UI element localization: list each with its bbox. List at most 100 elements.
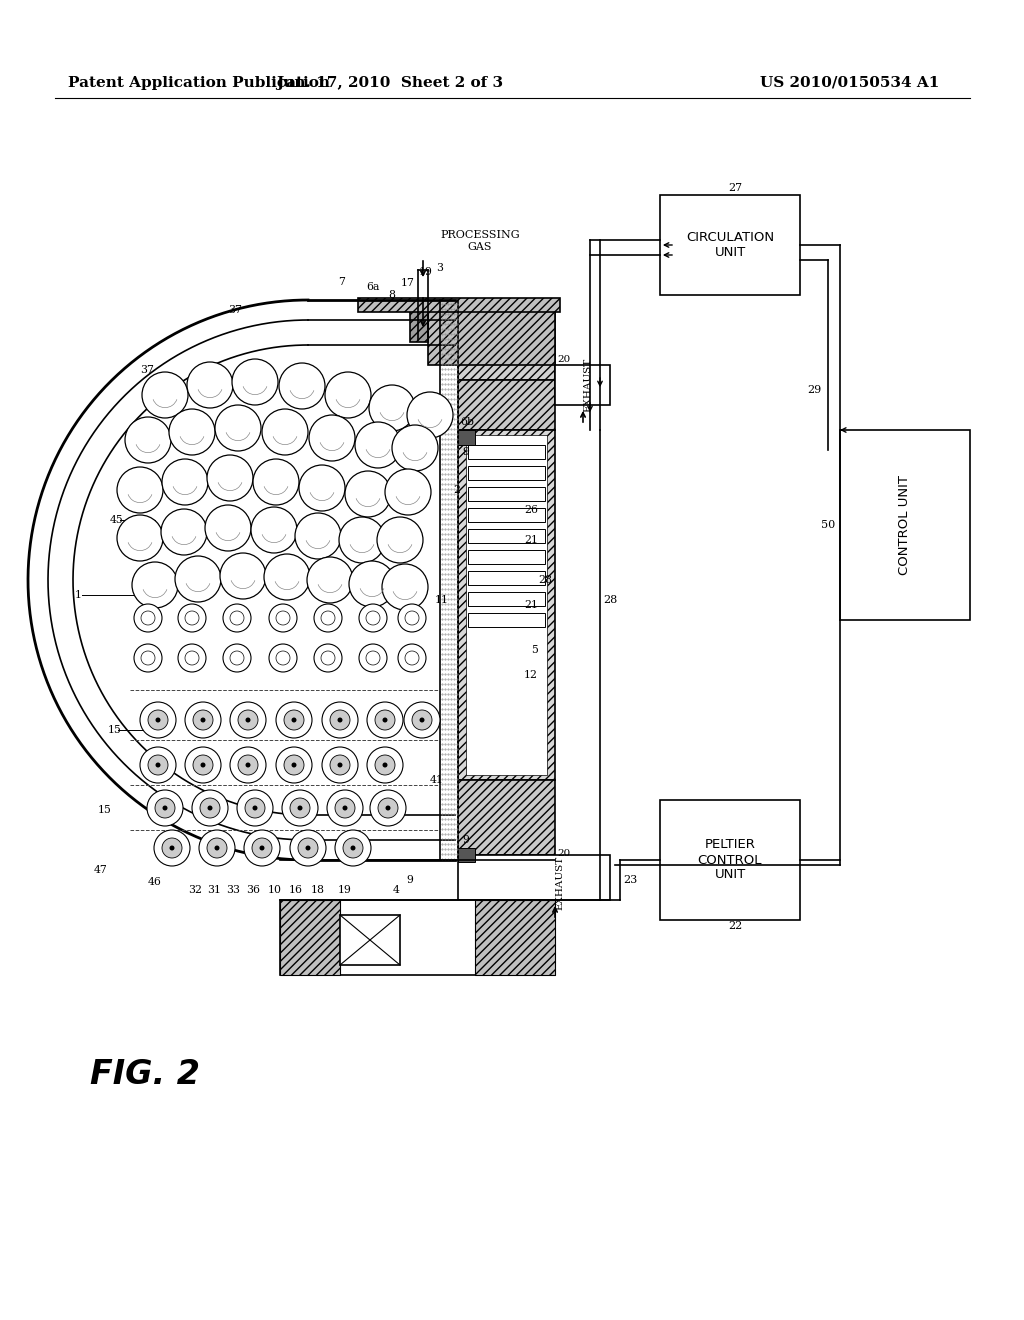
Text: 11: 11 <box>435 595 449 605</box>
Text: 6b: 6b <box>460 417 474 426</box>
Circle shape <box>230 747 266 783</box>
Circle shape <box>185 747 221 783</box>
Circle shape <box>201 718 206 722</box>
Circle shape <box>355 422 401 469</box>
Circle shape <box>214 846 219 850</box>
Text: 20: 20 <box>557 355 570 364</box>
Circle shape <box>193 789 228 826</box>
Circle shape <box>140 747 176 783</box>
Text: EXHAUST: EXHAUST <box>555 855 564 909</box>
Text: 28: 28 <box>538 576 552 585</box>
Text: 6a: 6a <box>367 282 380 292</box>
Text: 32: 32 <box>188 884 202 895</box>
Bar <box>555 366 610 405</box>
Text: 20: 20 <box>557 849 570 858</box>
Circle shape <box>155 799 175 818</box>
Bar <box>660 800 800 920</box>
Text: 19: 19 <box>419 267 433 277</box>
Bar <box>458 380 555 430</box>
Text: 33: 33 <box>226 884 240 895</box>
Bar <box>340 915 400 965</box>
Circle shape <box>215 405 261 451</box>
Circle shape <box>125 417 171 463</box>
Circle shape <box>322 702 358 738</box>
Circle shape <box>279 363 325 409</box>
Circle shape <box>359 644 387 672</box>
Text: 21: 21 <box>524 535 538 545</box>
Text: 23: 23 <box>623 875 637 884</box>
Circle shape <box>134 644 162 672</box>
Circle shape <box>284 755 304 775</box>
Circle shape <box>382 564 428 610</box>
Circle shape <box>259 846 264 850</box>
Bar <box>468 591 545 606</box>
Circle shape <box>378 799 398 818</box>
Circle shape <box>200 799 220 818</box>
Circle shape <box>245 799 265 818</box>
Bar <box>468 612 545 627</box>
Text: 16: 16 <box>289 884 303 895</box>
Text: Patent Application Publication: Patent Application Publication <box>68 77 330 90</box>
Circle shape <box>290 830 326 866</box>
Text: 22: 22 <box>728 921 742 931</box>
Circle shape <box>282 789 318 826</box>
Circle shape <box>140 702 176 738</box>
Circle shape <box>412 710 432 730</box>
Circle shape <box>299 465 345 511</box>
Circle shape <box>154 830 190 866</box>
Text: Jun. 17, 2010  Sheet 2 of 3: Jun. 17, 2010 Sheet 2 of 3 <box>276 77 504 90</box>
Circle shape <box>343 838 362 858</box>
Text: 7: 7 <box>338 277 345 286</box>
Circle shape <box>205 506 251 550</box>
Text: 5: 5 <box>531 645 538 655</box>
Circle shape <box>375 710 395 730</box>
Text: 41: 41 <box>430 775 443 785</box>
Circle shape <box>298 805 302 810</box>
Circle shape <box>244 830 280 866</box>
Text: CIRCULATION
UNIT: CIRCULATION UNIT <box>686 231 774 259</box>
Bar <box>458 430 555 780</box>
Circle shape <box>305 846 310 850</box>
Circle shape <box>392 425 438 471</box>
Bar <box>280 900 340 975</box>
Circle shape <box>385 469 431 515</box>
Bar <box>458 780 555 855</box>
Circle shape <box>292 763 297 767</box>
Bar <box>468 508 545 521</box>
Bar <box>280 900 555 975</box>
Circle shape <box>199 830 234 866</box>
Circle shape <box>232 359 278 405</box>
Circle shape <box>262 409 308 455</box>
Text: US 2010/0150534 A1: US 2010/0150534 A1 <box>760 77 939 90</box>
Circle shape <box>264 554 310 601</box>
Bar <box>466 436 547 775</box>
Circle shape <box>253 459 299 506</box>
Circle shape <box>187 362 233 408</box>
Circle shape <box>238 755 258 775</box>
Circle shape <box>350 846 355 850</box>
Text: 15: 15 <box>98 805 112 814</box>
Bar <box>458 847 475 862</box>
Circle shape <box>207 455 253 502</box>
Text: 3: 3 <box>436 263 443 273</box>
Text: 10: 10 <box>268 884 282 895</box>
Circle shape <box>314 605 342 632</box>
Circle shape <box>385 805 390 810</box>
Circle shape <box>253 805 257 810</box>
Text: 15: 15 <box>108 725 122 735</box>
Text: 9: 9 <box>462 447 469 457</box>
Circle shape <box>276 702 312 738</box>
Text: 8: 8 <box>388 290 395 300</box>
Text: 19: 19 <box>338 884 352 895</box>
Circle shape <box>178 605 206 632</box>
Circle shape <box>407 392 453 438</box>
Circle shape <box>338 763 342 767</box>
Circle shape <box>246 763 251 767</box>
Circle shape <box>117 515 163 561</box>
Circle shape <box>230 702 266 738</box>
Text: EXHAUST: EXHAUST <box>584 358 593 412</box>
Circle shape <box>246 718 251 722</box>
Circle shape <box>330 755 350 775</box>
Circle shape <box>223 605 251 632</box>
Text: 12: 12 <box>524 671 538 680</box>
